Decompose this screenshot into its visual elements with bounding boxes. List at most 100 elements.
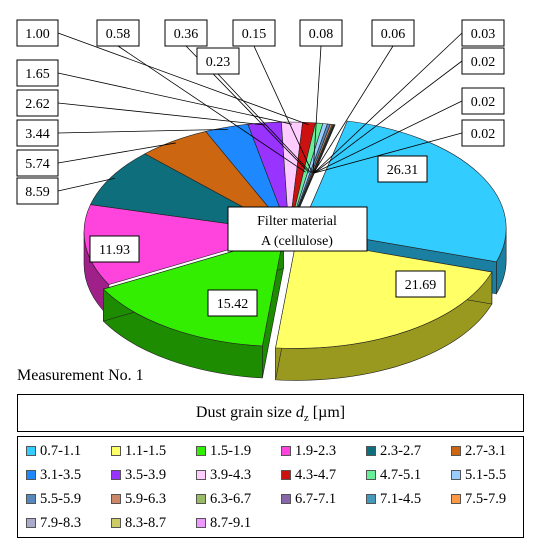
legend-swatch-6 bbox=[26, 470, 36, 480]
legend-item-14: 6.3-6.7 bbox=[196, 491, 251, 507]
legend-label-4: 2.3-2.7 bbox=[380, 443, 422, 459]
leader-line-8 bbox=[57, 72, 293, 125]
leader-line-5 bbox=[57, 142, 176, 164]
legend-label-13: 5.9-6.3 bbox=[125, 491, 167, 507]
legend-label-19: 8.3-8.7 bbox=[125, 515, 167, 531]
leader-line-10 bbox=[117, 45, 306, 173]
legend-swatch-5 bbox=[451, 446, 461, 456]
legend-item-5: 2.7-3.1 bbox=[451, 443, 506, 459]
legend-swatch-17 bbox=[451, 494, 461, 504]
svg-text:0.02: 0.02 bbox=[471, 55, 496, 70]
legend-label-6: 3.1-3.5 bbox=[40, 467, 82, 483]
leader-line-13 bbox=[253, 45, 313, 173]
legend-label-1: 1.1-1.5 bbox=[125, 443, 167, 459]
legend-title-variable: d bbox=[295, 404, 304, 421]
svg-text:26.31: 26.31 bbox=[387, 163, 419, 178]
legend-item-16: 7.1-4.5 bbox=[366, 491, 421, 507]
legend-swatch-9 bbox=[281, 470, 291, 480]
legend-label-5: 2.7-3.1 bbox=[465, 443, 507, 459]
legend-swatch-4 bbox=[366, 446, 376, 456]
legend-item-19: 8.3-8.7 bbox=[111, 515, 166, 531]
legend-item-1: 1.1-1.5 bbox=[111, 443, 166, 459]
legend-label-17: 7.5-7.9 bbox=[465, 491, 507, 507]
value-label-18: 0.02 bbox=[461, 87, 505, 115]
value-label-9: 1.00 bbox=[16, 19, 59, 47]
legend-swatch-0 bbox=[26, 446, 36, 456]
legend-item-11: 5.1-5.5 bbox=[451, 467, 506, 483]
leader-line-18 bbox=[313, 100, 463, 174]
legend-item-0: 0.7-1.1 bbox=[26, 443, 81, 459]
svg-text:0.06: 0.06 bbox=[381, 27, 406, 42]
legend-swatch-16 bbox=[366, 494, 376, 504]
value-label-0: 26.31 bbox=[377, 155, 428, 183]
value-label-11: 0.36 bbox=[164, 19, 208, 47]
legend-item-8: 3.9-4.3 bbox=[196, 467, 251, 483]
value-label-10: 0.58 bbox=[96, 19, 140, 47]
leader-line-17 bbox=[313, 60, 463, 174]
value-label-16: 0.03 bbox=[461, 19, 505, 47]
legend-title-unit: [µm] bbox=[308, 404, 346, 421]
legend-swatch-7 bbox=[111, 470, 121, 480]
legend-swatch-19 bbox=[111, 518, 121, 528]
pie-chart: 26.31 21.69 15.42 11.93 8.59 5.74 3.44 2.62 1.65… bbox=[16, 19, 507, 381]
legend-title: Dust grain size dz [µm] bbox=[17, 394, 524, 432]
value-label-12: 0.23 bbox=[196, 47, 240, 75]
legend-item-2: 1.5-1.9 bbox=[196, 443, 251, 459]
value-label-2: 15.42 bbox=[207, 289, 258, 317]
legend-item-20: 8.7-9.1 bbox=[196, 515, 251, 531]
legend-swatch-1 bbox=[111, 446, 121, 456]
svg-text:1.65: 1.65 bbox=[25, 67, 50, 82]
leader-line-9 bbox=[57, 32, 309, 126]
legend-item-4: 2.3-2.7 bbox=[366, 443, 421, 459]
svg-text:0.58: 0.58 bbox=[106, 27, 131, 42]
legend-label-11: 5.1-5.5 bbox=[465, 467, 507, 483]
legend-label-15: 6.7-7.1 bbox=[295, 491, 337, 507]
legend-label-8: 3.9-4.3 bbox=[210, 467, 252, 483]
legend-swatch-2 bbox=[196, 446, 206, 456]
svg-text:0.36: 0.36 bbox=[174, 27, 199, 42]
value-label-17: 0.02 bbox=[461, 47, 505, 75]
value-labels: 26.31 21.69 15.42 11.93 8.59 5.74 3.44 2.62 1.65… bbox=[16, 19, 505, 317]
legend-label-12: 5.5-5.9 bbox=[40, 491, 82, 507]
legend-swatch-14 bbox=[196, 494, 206, 504]
svg-text:11.93: 11.93 bbox=[99, 243, 130, 258]
value-label-4: 8.59 bbox=[16, 177, 59, 205]
svg-text:0.03: 0.03 bbox=[471, 27, 496, 42]
svg-text:15.42: 15.42 bbox=[217, 297, 249, 312]
legend-swatch-20 bbox=[196, 518, 206, 528]
pie-slice-3 bbox=[83, 204, 290, 285]
svg-text:0.02: 0.02 bbox=[471, 127, 496, 142]
svg-text:2.62: 2.62 bbox=[25, 97, 50, 112]
pie-slice-1 bbox=[275, 238, 493, 349]
legend-swatch-12 bbox=[26, 494, 36, 504]
legend-swatch-11 bbox=[451, 470, 461, 480]
legend-item-9: 4.3-4.7 bbox=[281, 467, 336, 483]
leader-line-6 bbox=[57, 128, 228, 134]
legend-label-2: 1.5-1.9 bbox=[210, 443, 252, 459]
legend-label-9: 4.3-4.7 bbox=[295, 467, 337, 483]
pie-slice-2 bbox=[102, 236, 284, 347]
legend-label-7: 3.5-3.9 bbox=[125, 467, 167, 483]
legend-item-17: 7.5-7.9 bbox=[451, 491, 506, 507]
value-label-3: 11.93 bbox=[89, 235, 140, 263]
legend-item-13: 5.9-6.3 bbox=[111, 491, 166, 507]
legend-item-7: 3.5-3.9 bbox=[111, 467, 166, 483]
value-label-19: 0.02 bbox=[461, 119, 505, 147]
legend-swatch-15 bbox=[281, 494, 291, 504]
svg-text:0.08: 0.08 bbox=[309, 27, 334, 42]
legend-item-10: 4.7-5.1 bbox=[366, 467, 421, 483]
legend-label-10: 4.7-5.1 bbox=[380, 467, 422, 483]
legend-item-3: 1.9-2.3 bbox=[281, 443, 336, 459]
legend-swatch-18 bbox=[26, 518, 36, 528]
value-label-1: 21.69 bbox=[395, 270, 446, 298]
chart-title-line-2: A (cellulose) bbox=[261, 234, 333, 249]
chart-title-box: Filter material A (cellulose) bbox=[227, 206, 368, 252]
leader-line-16 bbox=[313, 32, 463, 174]
svg-text:0.02: 0.02 bbox=[471, 95, 496, 110]
svg-text:5.74: 5.74 bbox=[25, 157, 50, 172]
legend-swatch-13 bbox=[111, 494, 121, 504]
leader-line-7 bbox=[57, 102, 266, 126]
chart-title-line-1: Filter material bbox=[257, 214, 337, 229]
value-label-5: 5.74 bbox=[16, 149, 59, 177]
leader-line-4 bbox=[57, 177, 115, 192]
